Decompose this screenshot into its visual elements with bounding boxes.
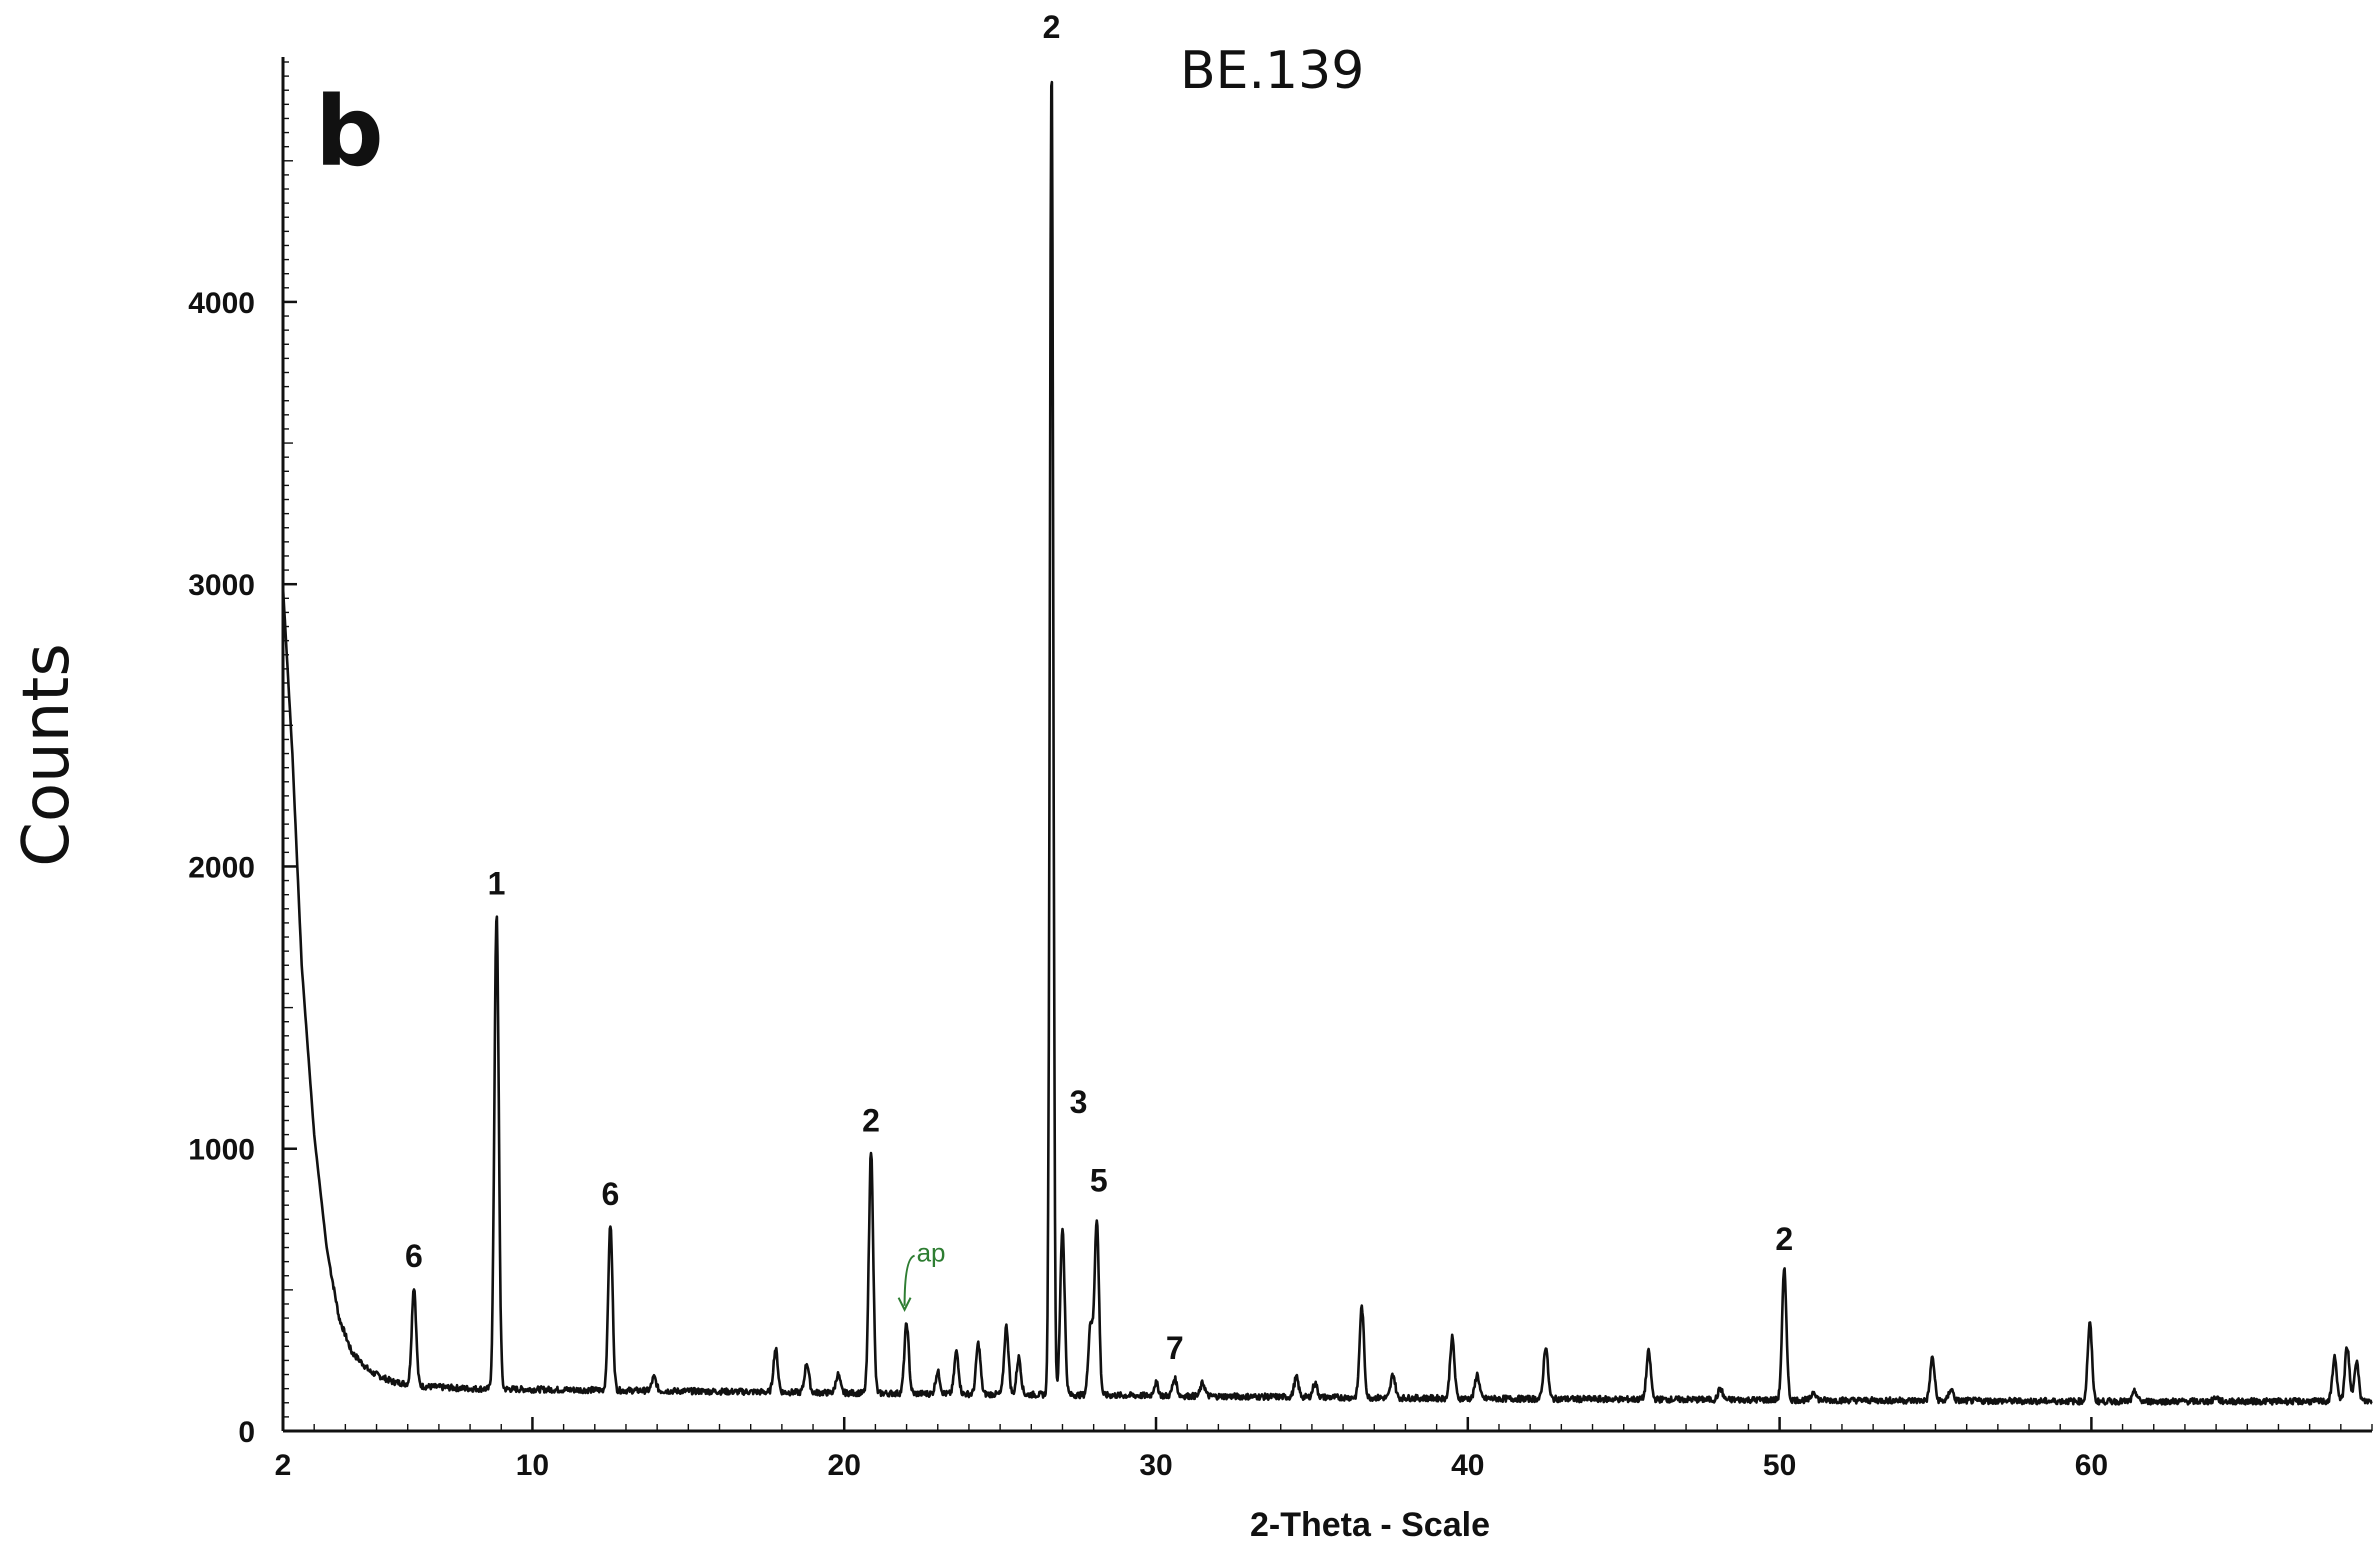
peak-label: 2 — [862, 1103, 880, 1139]
minor-ticks — [281, 61, 2373, 1433]
peak-label: 6 — [405, 1238, 423, 1274]
peak-label: 2 — [1775, 1221, 1793, 1257]
peak-label: 1 — [488, 865, 506, 901]
y-tick-label: 1000 — [188, 1134, 255, 1167]
y-tick-label: 3000 — [188, 569, 255, 602]
peak-labels: 6 1 6 2 ap 2 3 5 7 2 — [405, 9, 1793, 1366]
x-tick-label: 60 — [2075, 1449, 2108, 1482]
x-tick-label: 20 — [828, 1449, 861, 1482]
y-axis-title: Counts — [10, 643, 84, 866]
peak-label: 6 — [601, 1176, 619, 1212]
x-tick-label: 40 — [1451, 1449, 1484, 1482]
y-tick-label: 2000 — [188, 851, 255, 884]
peak-label: 5 — [1090, 1162, 1108, 1198]
diffraction-pattern-line — [281, 80, 2373, 1406]
x-tick-label: 30 — [1139, 1449, 1172, 1482]
x-tick-label: 2 — [275, 1449, 292, 1482]
peak-label: 7 — [1166, 1330, 1184, 1366]
sample-title: BE.139 — [1180, 41, 1364, 101]
peak-pointer-arrowhead — [897, 1297, 912, 1312]
panel-label: b — [315, 76, 384, 188]
x-tick-labels: 2 10 20 30 40 50 60 — [275, 1449, 2108, 1482]
peak-label-ap: ap — [917, 1238, 946, 1268]
x-tick-label: 50 — [1763, 1449, 1796, 1482]
y-tick-label: 0 — [238, 1416, 255, 1449]
y-tick-label: 4000 — [188, 287, 255, 320]
peak-pointer-arrow — [903, 1254, 916, 1306]
x-tick-label: 10 — [516, 1449, 549, 1482]
axes: 0 1000 2000 3000 4000 2 10 20 30 40 50 60 — [188, 57, 2373, 1482]
peak-label: 3 — [1070, 1084, 1088, 1120]
y-tick-labels: 0 1000 2000 3000 4000 — [188, 287, 255, 1449]
peak-label: 2 — [1043, 9, 1061, 45]
x-axis-title: 2-Theta - Scale — [1250, 1506, 1490, 1544]
